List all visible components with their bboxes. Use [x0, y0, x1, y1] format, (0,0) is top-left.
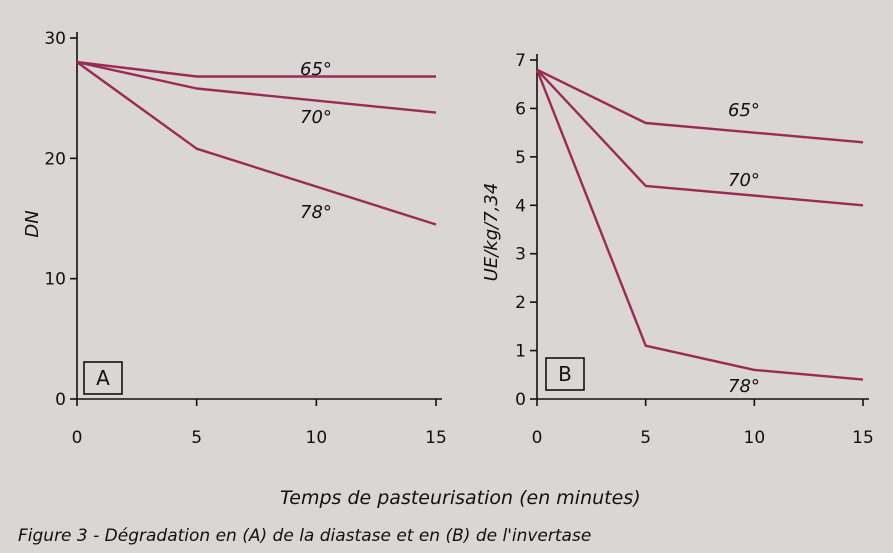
x-tick-label-A-10: 10 — [306, 428, 328, 448]
y-tick-label-B-3: 3 — [515, 245, 526, 265]
y-tick-label-B-6: 6 — [515, 99, 526, 119]
y-axis-title-B: UE/kg/7,34 — [481, 183, 502, 282]
y-tick-label-B-0: 0 — [515, 390, 526, 410]
x-tick-label-A-15: 15 — [425, 428, 447, 448]
panel-tag-A: A — [96, 366, 110, 390]
y-tick-label-B-5: 5 — [515, 148, 526, 168]
series-line-A-78 — [76, 61, 437, 226]
x-tick-label-B-5: 5 — [640, 428, 651, 448]
series-line-B-65 — [536, 68, 864, 144]
y-tick-label-B-1: 1 — [515, 342, 526, 362]
y-axis-title-A: DN — [22, 210, 43, 237]
y-tick-label-B-7: 7 — [515, 51, 526, 71]
panel-tag-box-A — [83, 361, 123, 395]
y-tick-label-A-0: 0 — [55, 390, 66, 410]
y-tick-label-B-2: 2 — [515, 293, 526, 313]
y-tick-label-A-30: 30 — [44, 29, 66, 49]
series-line-A-70 — [76, 60, 437, 114]
y-tick-label-A-10: 10 — [44, 270, 66, 290]
panel-A: 0 10 20 30 0 5 10 15 DN 65° 70° 78° A — [22, 29, 447, 448]
series-line-A-65 — [76, 60, 436, 78]
series-label-B-65: 65° — [728, 100, 760, 121]
x-tick-label-B-10: 10 — [744, 428, 766, 448]
x-tick-label-A-0: 0 — [72, 428, 83, 448]
figure-caption: Figure 3 - Dégradation en (A) de la dias… — [18, 526, 592, 546]
x-axis-title: Temps de pasteurisation (en minutes) — [280, 487, 641, 509]
series-label-A-65: 65° — [300, 59, 332, 80]
x-tick-label-B-15: 15 — [852, 428, 874, 448]
y-tick-label-B-4: 4 — [515, 196, 526, 216]
series-label-A-78: 78° — [300, 202, 332, 223]
series-line-B-70 — [536, 68, 864, 207]
panel-B: 0 1 2 3 4 5 6 7 0 5 10 15 UE/kg/7,34 65° 70° 78° B — [481, 51, 874, 448]
panel-tag-box-B — [545, 357, 585, 391]
panel-tag-B: B — [558, 362, 572, 386]
y-tick-label-A-20: 20 — [44, 149, 66, 169]
series-label-A-70: 70° — [300, 107, 332, 128]
series-label-B-70: 70° — [728, 170, 760, 191]
series-line-B-78 — [535, 69, 864, 381]
series-label-B-78: 78° — [728, 376, 760, 397]
x-tick-label-A-5: 5 — [191, 428, 202, 448]
x-tick-label-B-0: 0 — [532, 428, 543, 448]
